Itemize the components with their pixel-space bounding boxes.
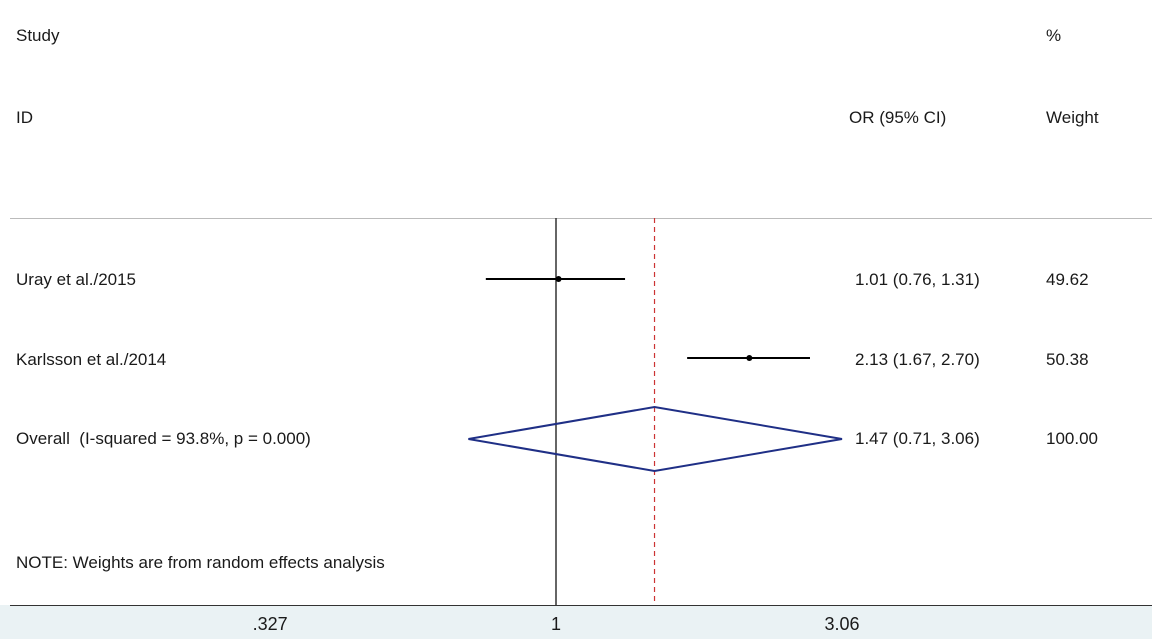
footnote: NOTE: Weights are from random effects an… bbox=[16, 553, 385, 572]
overall-weight: 100.00 bbox=[1046, 429, 1098, 448]
x-tick-label: .327 bbox=[252, 614, 288, 634]
study-point-estimate bbox=[746, 355, 753, 361]
study-point-estimate bbox=[555, 276, 562, 282]
overall-label: Overall (I-squared = 93.8%, p = 0.000) bbox=[16, 429, 311, 448]
x-tick-label: 3.06 bbox=[824, 614, 860, 634]
weight-header: Weight bbox=[1046, 108, 1099, 127]
study-ci-text: 1.01 (0.76, 1.31) bbox=[855, 270, 980, 289]
x-axis-line bbox=[10, 605, 1152, 606]
percent-header: % bbox=[1046, 26, 1062, 45]
study-label: Uray et al./2015 bbox=[16, 270, 137, 289]
study-header: Study bbox=[16, 26, 60, 45]
x-tick-label: 1 bbox=[550, 614, 562, 634]
overall-ci-text: 1.47 (0.71, 3.06) bbox=[855, 429, 980, 448]
id-header: ID bbox=[16, 108, 33, 127]
study-weight: 49.62 bbox=[1046, 270, 1089, 289]
overall-diamond bbox=[468, 405, 843, 473]
header-divider bbox=[10, 218, 1152, 219]
effect-header: OR (95% CI) bbox=[849, 108, 947, 127]
study-weight: 50.38 bbox=[1046, 350, 1089, 369]
axis-band bbox=[0, 605, 1152, 639]
study-label: Karlsson et al./2014 bbox=[16, 350, 167, 369]
study-ci-text: 2.13 (1.67, 2.70) bbox=[855, 350, 980, 369]
